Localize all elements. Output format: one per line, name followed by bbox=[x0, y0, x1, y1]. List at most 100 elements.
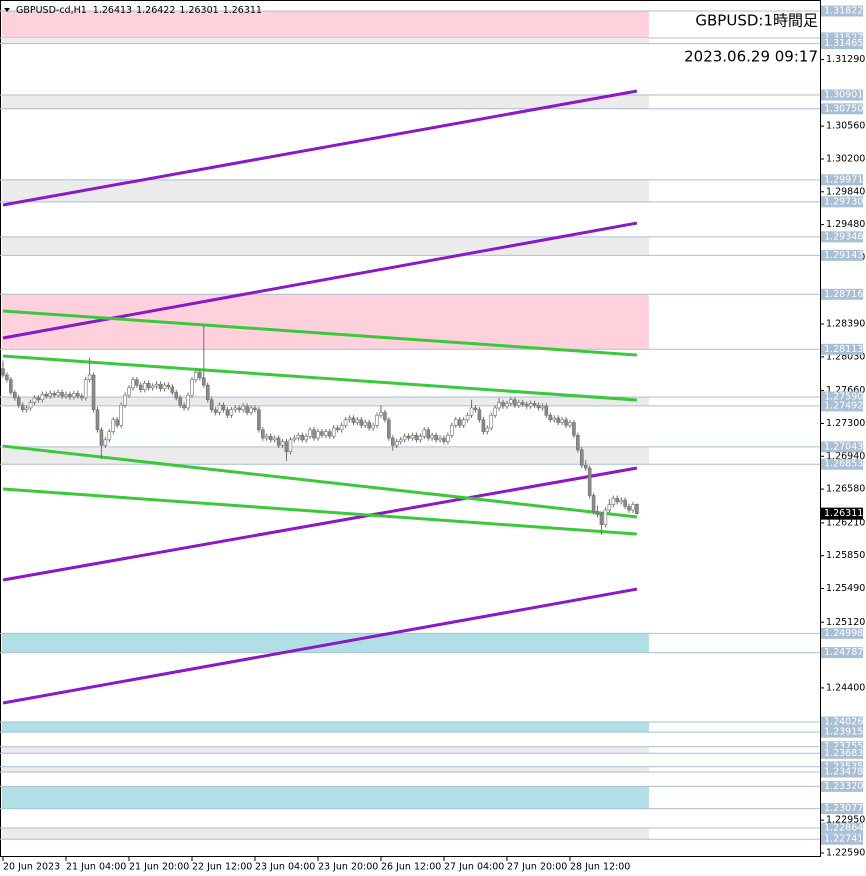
candle-body bbox=[276, 437, 281, 446]
candle-body bbox=[264, 435, 269, 439]
y-tick-label: 1.30560 bbox=[826, 121, 865, 132]
level-label: 1.23755 bbox=[824, 741, 863, 752]
candle-body bbox=[583, 465, 588, 469]
candle-body bbox=[198, 372, 202, 379]
candle-body bbox=[493, 407, 497, 416]
candle-body bbox=[422, 429, 427, 437]
candle-body bbox=[465, 414, 470, 421]
level-label-box bbox=[821, 174, 863, 186]
level-label: 1.31527 bbox=[824, 32, 863, 43]
level-label: 1.27590 bbox=[824, 391, 863, 402]
level-label-box bbox=[821, 103, 863, 115]
candle-body bbox=[398, 439, 403, 442]
candle-body bbox=[292, 437, 297, 441]
chart-title: GBPUSD:1時間足 bbox=[695, 12, 818, 30]
candle-body bbox=[99, 429, 104, 446]
y-tick-label: 1.30200 bbox=[826, 153, 865, 164]
candle-body bbox=[213, 409, 218, 413]
zone bbox=[2, 722, 649, 733]
candle-body bbox=[501, 402, 505, 407]
level-label: 1.27043 bbox=[824, 441, 863, 452]
candle-body bbox=[142, 383, 147, 390]
x-tick-label: 22 Jun 12:00 bbox=[192, 862, 252, 873]
trendline bbox=[2, 587, 638, 705]
level-label-box bbox=[821, 89, 863, 101]
y-tick-label: 1.28030 bbox=[826, 351, 865, 362]
candle-body bbox=[548, 414, 553, 421]
candle-body bbox=[402, 435, 407, 441]
x-tick-label: 27 Jun 20:00 bbox=[507, 862, 567, 873]
level-label-box bbox=[821, 726, 863, 738]
candle-body bbox=[591, 495, 596, 513]
level-label: 1.30901 bbox=[824, 90, 863, 101]
trendline bbox=[2, 309, 638, 357]
zone bbox=[2, 746, 649, 754]
level-label-box bbox=[821, 400, 863, 412]
level-label: 1.22741 bbox=[824, 834, 863, 845]
candle-body bbox=[489, 414, 494, 429]
candle-body bbox=[178, 397, 182, 406]
candle-body bbox=[623, 499, 627, 507]
level-label-box bbox=[821, 5, 863, 17]
level-label: 1.31822 bbox=[824, 6, 863, 17]
candle-body bbox=[182, 404, 186, 409]
candle-body bbox=[461, 419, 466, 426]
candle-body bbox=[111, 419, 116, 432]
candle-body bbox=[261, 429, 265, 439]
last-close: 1.26311 bbox=[223, 5, 262, 16]
price-label: 1.26311 bbox=[824, 508, 863, 519]
level-label-box bbox=[821, 833, 863, 845]
candle-body bbox=[36, 397, 41, 401]
candle-body bbox=[174, 392, 179, 399]
zone bbox=[2, 294, 649, 350]
candle-body bbox=[390, 437, 395, 446]
candle-body bbox=[64, 393, 68, 397]
candle-body bbox=[371, 424, 375, 429]
level-label: 1.24998 bbox=[824, 628, 863, 639]
level-label-box bbox=[821, 780, 863, 792]
candle-body bbox=[20, 404, 25, 411]
candle-body bbox=[556, 417, 560, 423]
price-axis: 1.31290 1.30560 1.30200 1.29840 1.29480 1.291… bbox=[820, 54, 865, 858]
candle-body bbox=[9, 379, 13, 393]
level-label-box bbox=[821, 441, 863, 453]
trendline bbox=[2, 466, 638, 582]
candle-body bbox=[477, 409, 482, 421]
candle-body bbox=[520, 402, 525, 405]
y-tick-label: 1.26580 bbox=[826, 484, 865, 495]
level-label-box bbox=[821, 38, 863, 50]
candle-body bbox=[497, 402, 501, 409]
y-tick-label: 1.25850 bbox=[826, 550, 865, 561]
level-label-box bbox=[821, 627, 863, 639]
level-label: 1.28716 bbox=[824, 289, 863, 300]
level-label-box bbox=[821, 231, 863, 243]
level-label: 1.24787 bbox=[824, 647, 863, 658]
candle-body bbox=[442, 437, 446, 442]
level-label-box bbox=[821, 458, 863, 470]
candle-body bbox=[107, 431, 112, 441]
candle-body bbox=[166, 384, 171, 388]
zones bbox=[0, 10, 820, 840]
candle-body bbox=[304, 435, 308, 441]
candle-body bbox=[343, 419, 348, 426]
chart-subtitle: 2023.06.29 09:17 bbox=[684, 48, 818, 66]
level-label: 1.23077 bbox=[824, 803, 863, 814]
candle-body bbox=[194, 372, 198, 380]
candle-body bbox=[284, 441, 289, 453]
candle-body bbox=[576, 434, 580, 451]
candle-body bbox=[150, 385, 155, 389]
level-label-box bbox=[821, 803, 863, 815]
candle-body bbox=[44, 393, 49, 397]
level-label-box bbox=[821, 766, 863, 778]
candle-body bbox=[552, 417, 557, 421]
candle-body bbox=[528, 403, 533, 407]
candle-body bbox=[237, 407, 242, 411]
level-label: 1.23915 bbox=[824, 727, 863, 738]
price-label-box bbox=[821, 507, 863, 520]
level-label: 1.23683 bbox=[824, 748, 863, 759]
last-open: 1.26413 bbox=[93, 5, 132, 16]
zone bbox=[2, 179, 649, 202]
candle-body bbox=[13, 392, 17, 399]
